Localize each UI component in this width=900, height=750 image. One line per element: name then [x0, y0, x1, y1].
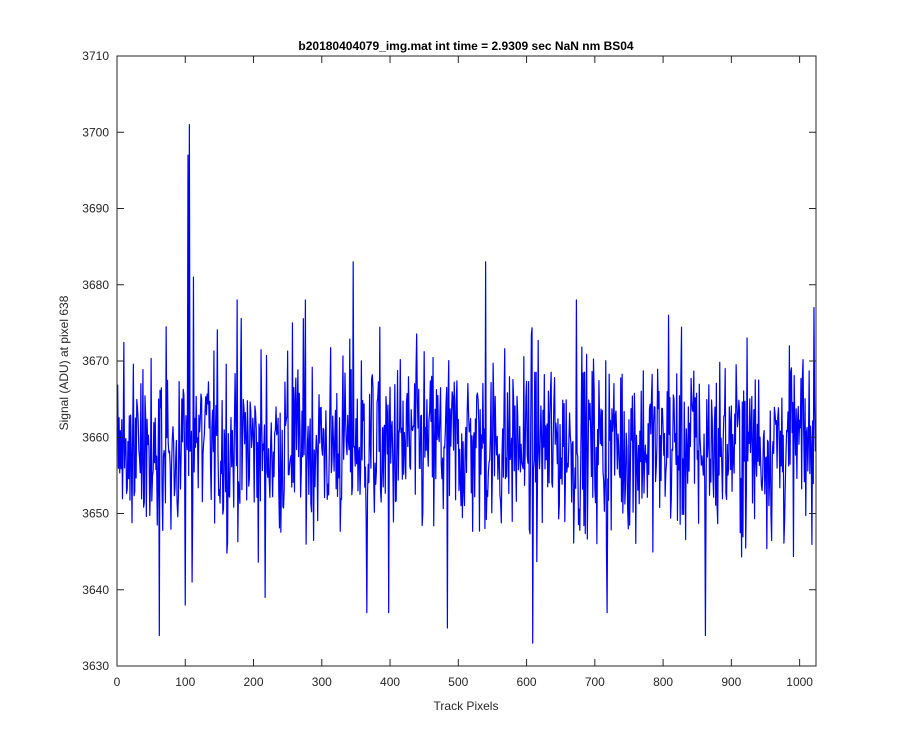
y-tick-label: 3630 [82, 659, 109, 673]
x-tick-label: 800 [653, 675, 673, 689]
x-axis: 0 100 200 300 400 500 600 700 800 900 1000 [114, 56, 813, 689]
plot-area [116, 55, 817, 667]
y-tick-label: 3700 [82, 125, 109, 139]
x-tick-label: 0 [114, 675, 121, 689]
x-tick-label: 600 [517, 675, 537, 689]
y-tick-label: 3650 [82, 507, 109, 521]
y-tick-label: 3710 [82, 49, 109, 63]
x-tick-label: 1000 [786, 675, 813, 689]
x-tick-label: 200 [244, 675, 264, 689]
x-tick-label: 400 [380, 675, 400, 689]
y-tick-label: 3690 [82, 202, 109, 216]
axes-box [116, 55, 817, 667]
x-tick-label: 100 [175, 675, 195, 689]
x-axis-label: Track Pixels [434, 699, 499, 713]
y-tick-label: 3640 [82, 583, 109, 597]
x-tick-label: 500 [448, 675, 468, 689]
y-axis: 3630 3640 3650 3660 3670 3680 3690 3700 3710 [82, 49, 816, 673]
x-tick-label: 700 [585, 675, 605, 689]
y-axis-label: Signal (ADU) at pixel 638 [57, 295, 71, 430]
series-line [117, 124, 817, 644]
chart-title: b20180404079_img.mat int time = 2.9309 s… [298, 39, 634, 53]
x-tick-label: 900 [721, 675, 741, 689]
x-tick-label: 300 [312, 675, 332, 689]
y-tick-label: 3680 [82, 278, 109, 292]
y-tick-label: 3670 [82, 354, 109, 368]
y-tick-label: 3660 [82, 430, 109, 444]
